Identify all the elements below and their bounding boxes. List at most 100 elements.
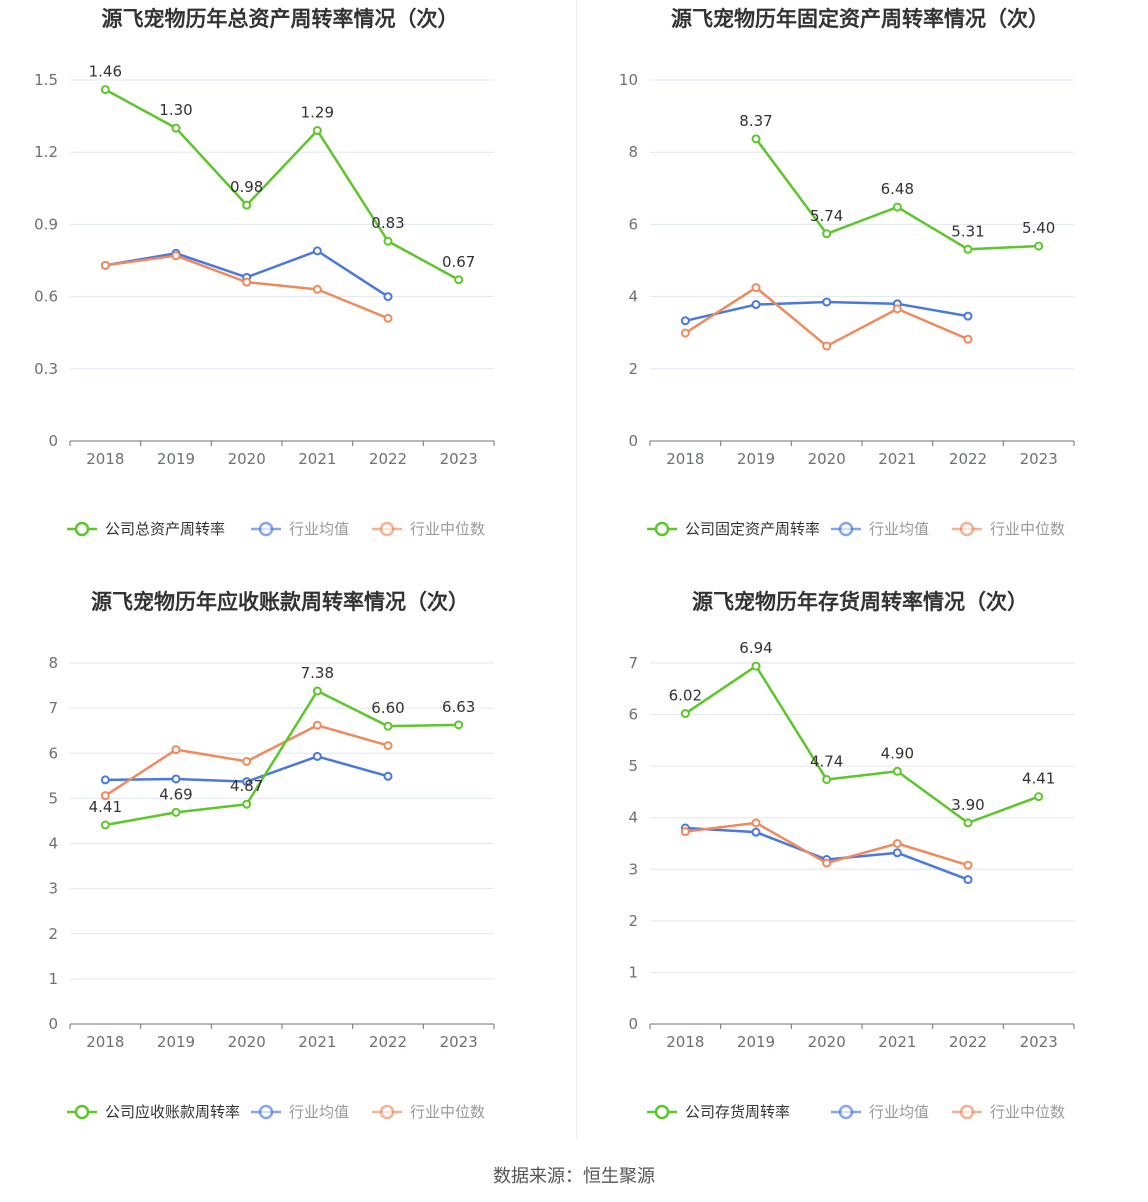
legend-label: 公司存货周转率 [685, 1103, 790, 1121]
data-point-median[interactable] [751, 283, 761, 293]
data-point-median[interactable] [892, 839, 902, 848]
x-tick-label: 2023 [440, 450, 478, 468]
data-point-median[interactable] [822, 858, 832, 868]
data-point-median[interactable] [242, 756, 252, 766]
data-point-median[interactable] [892, 304, 902, 314]
data-point-median[interactable] [680, 328, 690, 338]
data-point-median[interactable] [383, 313, 393, 323]
data-point-company[interactable] [383, 236, 393, 246]
data-point-avg[interactable] [171, 774, 181, 784]
x-tick-label: 2020 [228, 450, 266, 468]
y-tick-label: 5 [628, 757, 638, 775]
x-tick-label: 2023 [1020, 1033, 1058, 1051]
legend-item-company[interactable]: 公司应收账款周转率 [67, 1103, 240, 1121]
data-point-median[interactable] [680, 827, 690, 837]
data-point-avg[interactable] [822, 297, 832, 307]
y-tick-label: 2 [48, 925, 58, 943]
data-point-company[interactable] [312, 126, 322, 136]
data-point-company[interactable] [963, 244, 973, 254]
data-point-company[interactable] [892, 766, 902, 776]
data-label: 6.94 [739, 639, 772, 657]
data-point-median[interactable] [171, 251, 181, 261]
legend-item-company[interactable]: 公司存货周转率 [647, 1103, 790, 1121]
data-point-median[interactable] [100, 260, 110, 270]
legend-item-median[interactable]: 行业中位数 [952, 520, 1065, 538]
x-tick-label: 2019 [737, 1033, 775, 1051]
data-point-company[interactable] [454, 720, 464, 730]
legend-item-avg[interactable]: 行业均值 [831, 520, 929, 538]
data-point-avg[interactable] [892, 848, 902, 858]
data-point-avg[interactable] [383, 292, 393, 302]
legend-item-avg[interactable]: 行业均值 [831, 1103, 929, 1121]
chart-svg: 源飞宠物历年存货周转率情况（次） 0 1 2 3 4 5 6 7 2018 2019 2020 2021… [628, 590, 1075, 1121]
data-point-company[interactable] [171, 807, 181, 817]
data-point-median[interactable] [963, 860, 973, 870]
data-point-avg[interactable] [751, 827, 761, 837]
legend-marker-icon [959, 1104, 975, 1120]
data-label: 4.69 [159, 785, 192, 803]
data-point-company[interactable] [751, 134, 761, 144]
legend-item-company[interactable]: 公司固定资产周转率 [647, 520, 820, 538]
data-point-company[interactable] [100, 820, 110, 830]
data-point-median[interactable] [242, 277, 252, 287]
y-tick-label: 6 [628, 215, 638, 233]
legend-item-median[interactable]: 行业中位数 [952, 1103, 1065, 1121]
data-label: 4.41 [1022, 770, 1055, 788]
data-point-company[interactable] [963, 818, 973, 828]
inventory-turnover-chart: 源飞宠物历年存货周转率情况（次） 0 1 2 3 4 5 6 7 2018 2019 2020 2021… [590, 583, 1148, 1153]
data-point-median[interactable] [822, 341, 832, 351]
legend-item-company[interactable]: 公司总资产周转率 [67, 520, 225, 538]
data-point-company[interactable] [822, 775, 832, 785]
data-point-avg[interactable] [963, 875, 973, 885]
data-label: 6.60 [371, 699, 404, 717]
data-point-company[interactable] [822, 229, 832, 239]
data-point-company[interactable] [751, 661, 761, 671]
legend-item-avg[interactable]: 行业均值 [251, 520, 349, 538]
legend-item-avg[interactable]: 行业均值 [251, 1103, 349, 1121]
data-point-company[interactable] [312, 686, 322, 696]
data-point-company[interactable] [242, 799, 252, 809]
legend-label: 公司应收账款周转率 [105, 1103, 240, 1121]
panel-divider [576, 0, 577, 1140]
data-point-median[interactable] [100, 791, 110, 801]
data-label: 1.30 [159, 101, 192, 119]
data-point-company[interactable] [680, 709, 690, 719]
data-point-avg[interactable] [383, 771, 393, 781]
data-point-median[interactable] [751, 818, 761, 828]
data-label: 0.98 [230, 178, 263, 196]
data-point-company[interactable] [100, 85, 110, 95]
data-point-company[interactable] [454, 275, 464, 285]
data-point-median[interactable] [312, 720, 322, 730]
data-point-company[interactable] [383, 721, 393, 731]
data-point-company[interactable] [1034, 241, 1044, 251]
data-point-company[interactable] [1034, 792, 1044, 802]
data-label: 8.37 [739, 112, 772, 130]
legend-item-median[interactable]: 行业中位数 [372, 520, 485, 538]
y-tick-label: 4 [628, 809, 638, 827]
x-tick-label: 2020 [808, 450, 846, 468]
data-point-company[interactable] [892, 202, 902, 212]
data-point-avg[interactable] [312, 751, 322, 761]
data-point-median[interactable] [312, 284, 322, 294]
data-point-median[interactable] [383, 741, 393, 751]
data-point-avg[interactable] [680, 316, 690, 326]
data-point-median[interactable] [171, 745, 181, 755]
legend-item-median[interactable]: 行业中位数 [372, 1103, 485, 1121]
data-point-company[interactable] [171, 123, 181, 133]
y-tick-label: 8 [48, 654, 58, 672]
legend-label: 行业均值 [869, 520, 929, 538]
y-tick-label: 0.9 [34, 215, 58, 233]
legend-marker-icon [379, 521, 395, 537]
data-point-company[interactable] [242, 200, 252, 210]
legend-marker-icon [838, 521, 854, 537]
legend-marker-icon [258, 521, 274, 537]
data-point-avg[interactable] [751, 300, 761, 310]
data-point-avg[interactable] [100, 775, 110, 785]
data-point-avg[interactable] [312, 246, 322, 256]
data-point-avg[interactable] [963, 311, 973, 321]
x-tick-label: 2020 [228, 1033, 266, 1051]
series-line-company [105, 689, 459, 827]
data-point-avg[interactable] [242, 777, 252, 787]
data-point-median[interactable] [963, 334, 973, 344]
chart-title: 源飞宠物历年应收账款周转率情况（次） [91, 590, 469, 614]
